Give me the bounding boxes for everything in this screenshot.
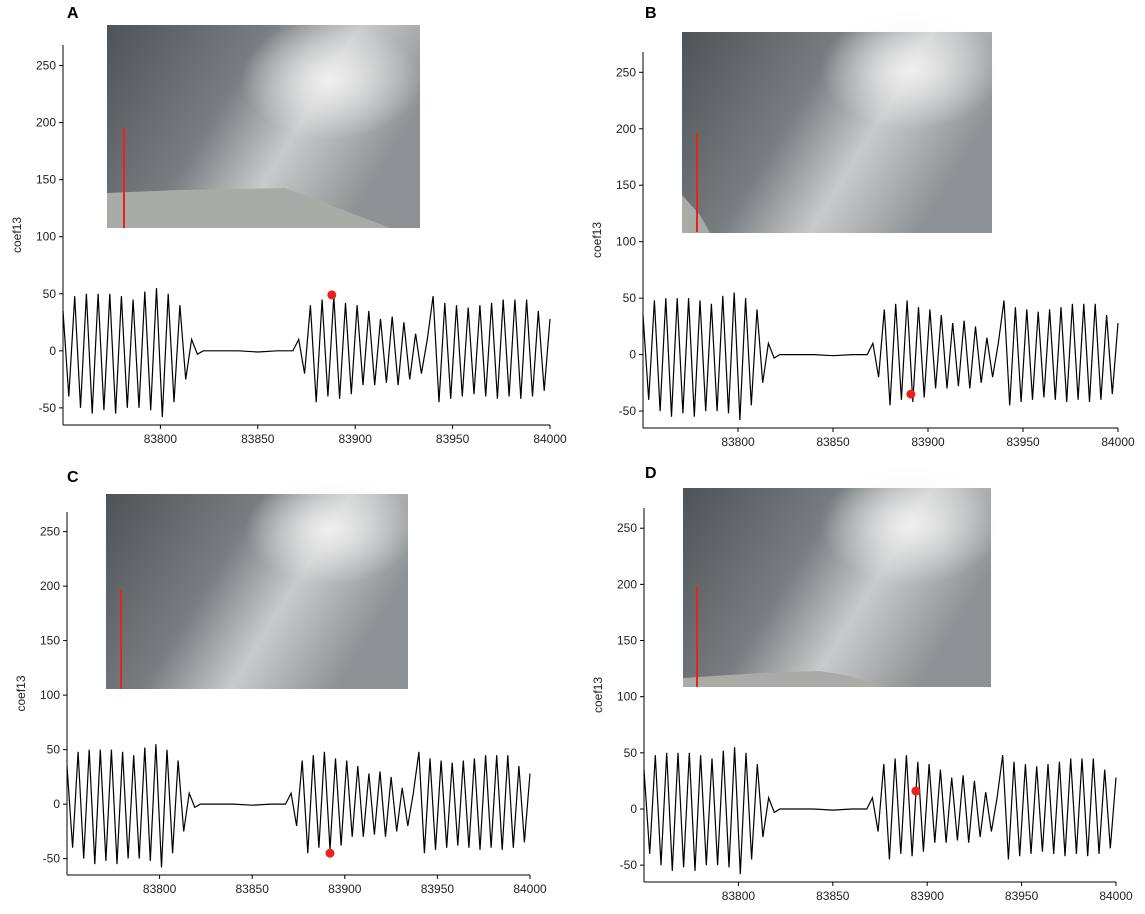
y-tick-label: -50 xyxy=(620,858,638,872)
y-tick-label: 100 xyxy=(36,230,56,244)
x-tick-label: 83900 xyxy=(328,882,362,896)
y-tick-label: -50 xyxy=(39,401,57,415)
x-tick-label: 83850 xyxy=(816,435,850,449)
position-marker xyxy=(906,389,916,399)
x-tick-label: 83850 xyxy=(816,889,850,903)
y-tick-label: 0 xyxy=(53,797,60,811)
y-tick-label: 150 xyxy=(616,178,636,192)
y-axis-label: coef13 xyxy=(591,677,605,713)
x-tick-label: 83950 xyxy=(436,432,470,446)
x-tick-label: 83900 xyxy=(911,435,945,449)
x-tick-label: 84000 xyxy=(1099,889,1133,903)
y-tick-label: 150 xyxy=(617,634,637,648)
x-tick-label: 83950 xyxy=(421,882,455,896)
y-tick-label: 0 xyxy=(629,348,636,362)
x-tick-label: 83850 xyxy=(236,882,270,896)
inset-photo xyxy=(106,475,415,689)
x-tick-label: 83850 xyxy=(241,432,275,446)
x-tick-label: 83950 xyxy=(1005,889,1039,903)
y-axis-label: coef13 xyxy=(14,675,28,711)
signal-line xyxy=(643,747,1117,875)
panel: A -50 0 50 100 150 200 250 83800 83850 83900 83950 8… xyxy=(10,5,567,446)
position-marker xyxy=(911,786,921,796)
signal-line xyxy=(642,292,1119,421)
x-tick-label: 84000 xyxy=(1101,435,1135,449)
y-tick-label: 0 xyxy=(630,802,637,816)
panel: B -50 0 50 100 150 200 250 83800 83850 83900 83950 8… xyxy=(590,5,1135,449)
x-tick-label: 83900 xyxy=(911,889,945,903)
y-tick-label: 50 xyxy=(47,743,61,757)
x-tick-label: 83800 xyxy=(143,882,177,896)
y-tick-label: 200 xyxy=(36,116,56,130)
x-tick-label: 83950 xyxy=(1006,435,1040,449)
x-tick-label: 83900 xyxy=(339,432,373,446)
panel-label: C xyxy=(67,469,79,486)
position-marker xyxy=(325,848,335,858)
signal-line xyxy=(66,744,531,868)
y-tick-label: -50 xyxy=(43,852,61,866)
panel-label: D xyxy=(645,465,657,482)
y-tick-label: 100 xyxy=(40,688,60,702)
y-tick-label: 50 xyxy=(623,291,637,305)
y-tick-label: 200 xyxy=(616,122,636,136)
y-axis-label: coef13 xyxy=(590,222,604,258)
y-tick-label: 250 xyxy=(616,65,636,79)
panel: D -50 0 50 100 150 200 250 83800 83850 83900 83950 8… xyxy=(591,465,1133,903)
y-tick-label: 50 xyxy=(43,287,57,301)
y-tick-label: 150 xyxy=(36,173,56,187)
x-tick-label: 84000 xyxy=(533,432,567,446)
panel-label: B xyxy=(645,5,657,22)
y-tick-label: -50 xyxy=(619,404,637,418)
x-tick-label: 83800 xyxy=(722,889,756,903)
signal-line xyxy=(62,288,551,418)
y-tick-label: 200 xyxy=(617,577,637,591)
y-tick-label: 250 xyxy=(40,525,60,539)
y-tick-label: 200 xyxy=(40,579,60,593)
y-tick-label: 250 xyxy=(36,59,56,73)
position-marker xyxy=(327,290,337,300)
x-tick-label: 84000 xyxy=(513,882,547,896)
x-tick-label: 83800 xyxy=(721,435,755,449)
x-tick-label: 83800 xyxy=(144,432,178,446)
inset-photo xyxy=(683,465,1000,687)
panel-label: A xyxy=(67,5,79,22)
y-tick-label: 250 xyxy=(617,521,637,535)
y-tick-label: 100 xyxy=(616,235,636,249)
inset-photo xyxy=(107,20,420,228)
panel: C -50 0 50 100 150 200 250 83800 83850 83900 83950 8… xyxy=(14,469,547,896)
y-tick-label: 150 xyxy=(40,634,60,648)
y-tick-label: 0 xyxy=(49,344,56,358)
y-axis-label: coef13 xyxy=(10,217,24,253)
y-tick-label: 100 xyxy=(617,690,637,704)
inset-photo xyxy=(682,10,1000,233)
y-tick-label: 50 xyxy=(624,746,638,760)
